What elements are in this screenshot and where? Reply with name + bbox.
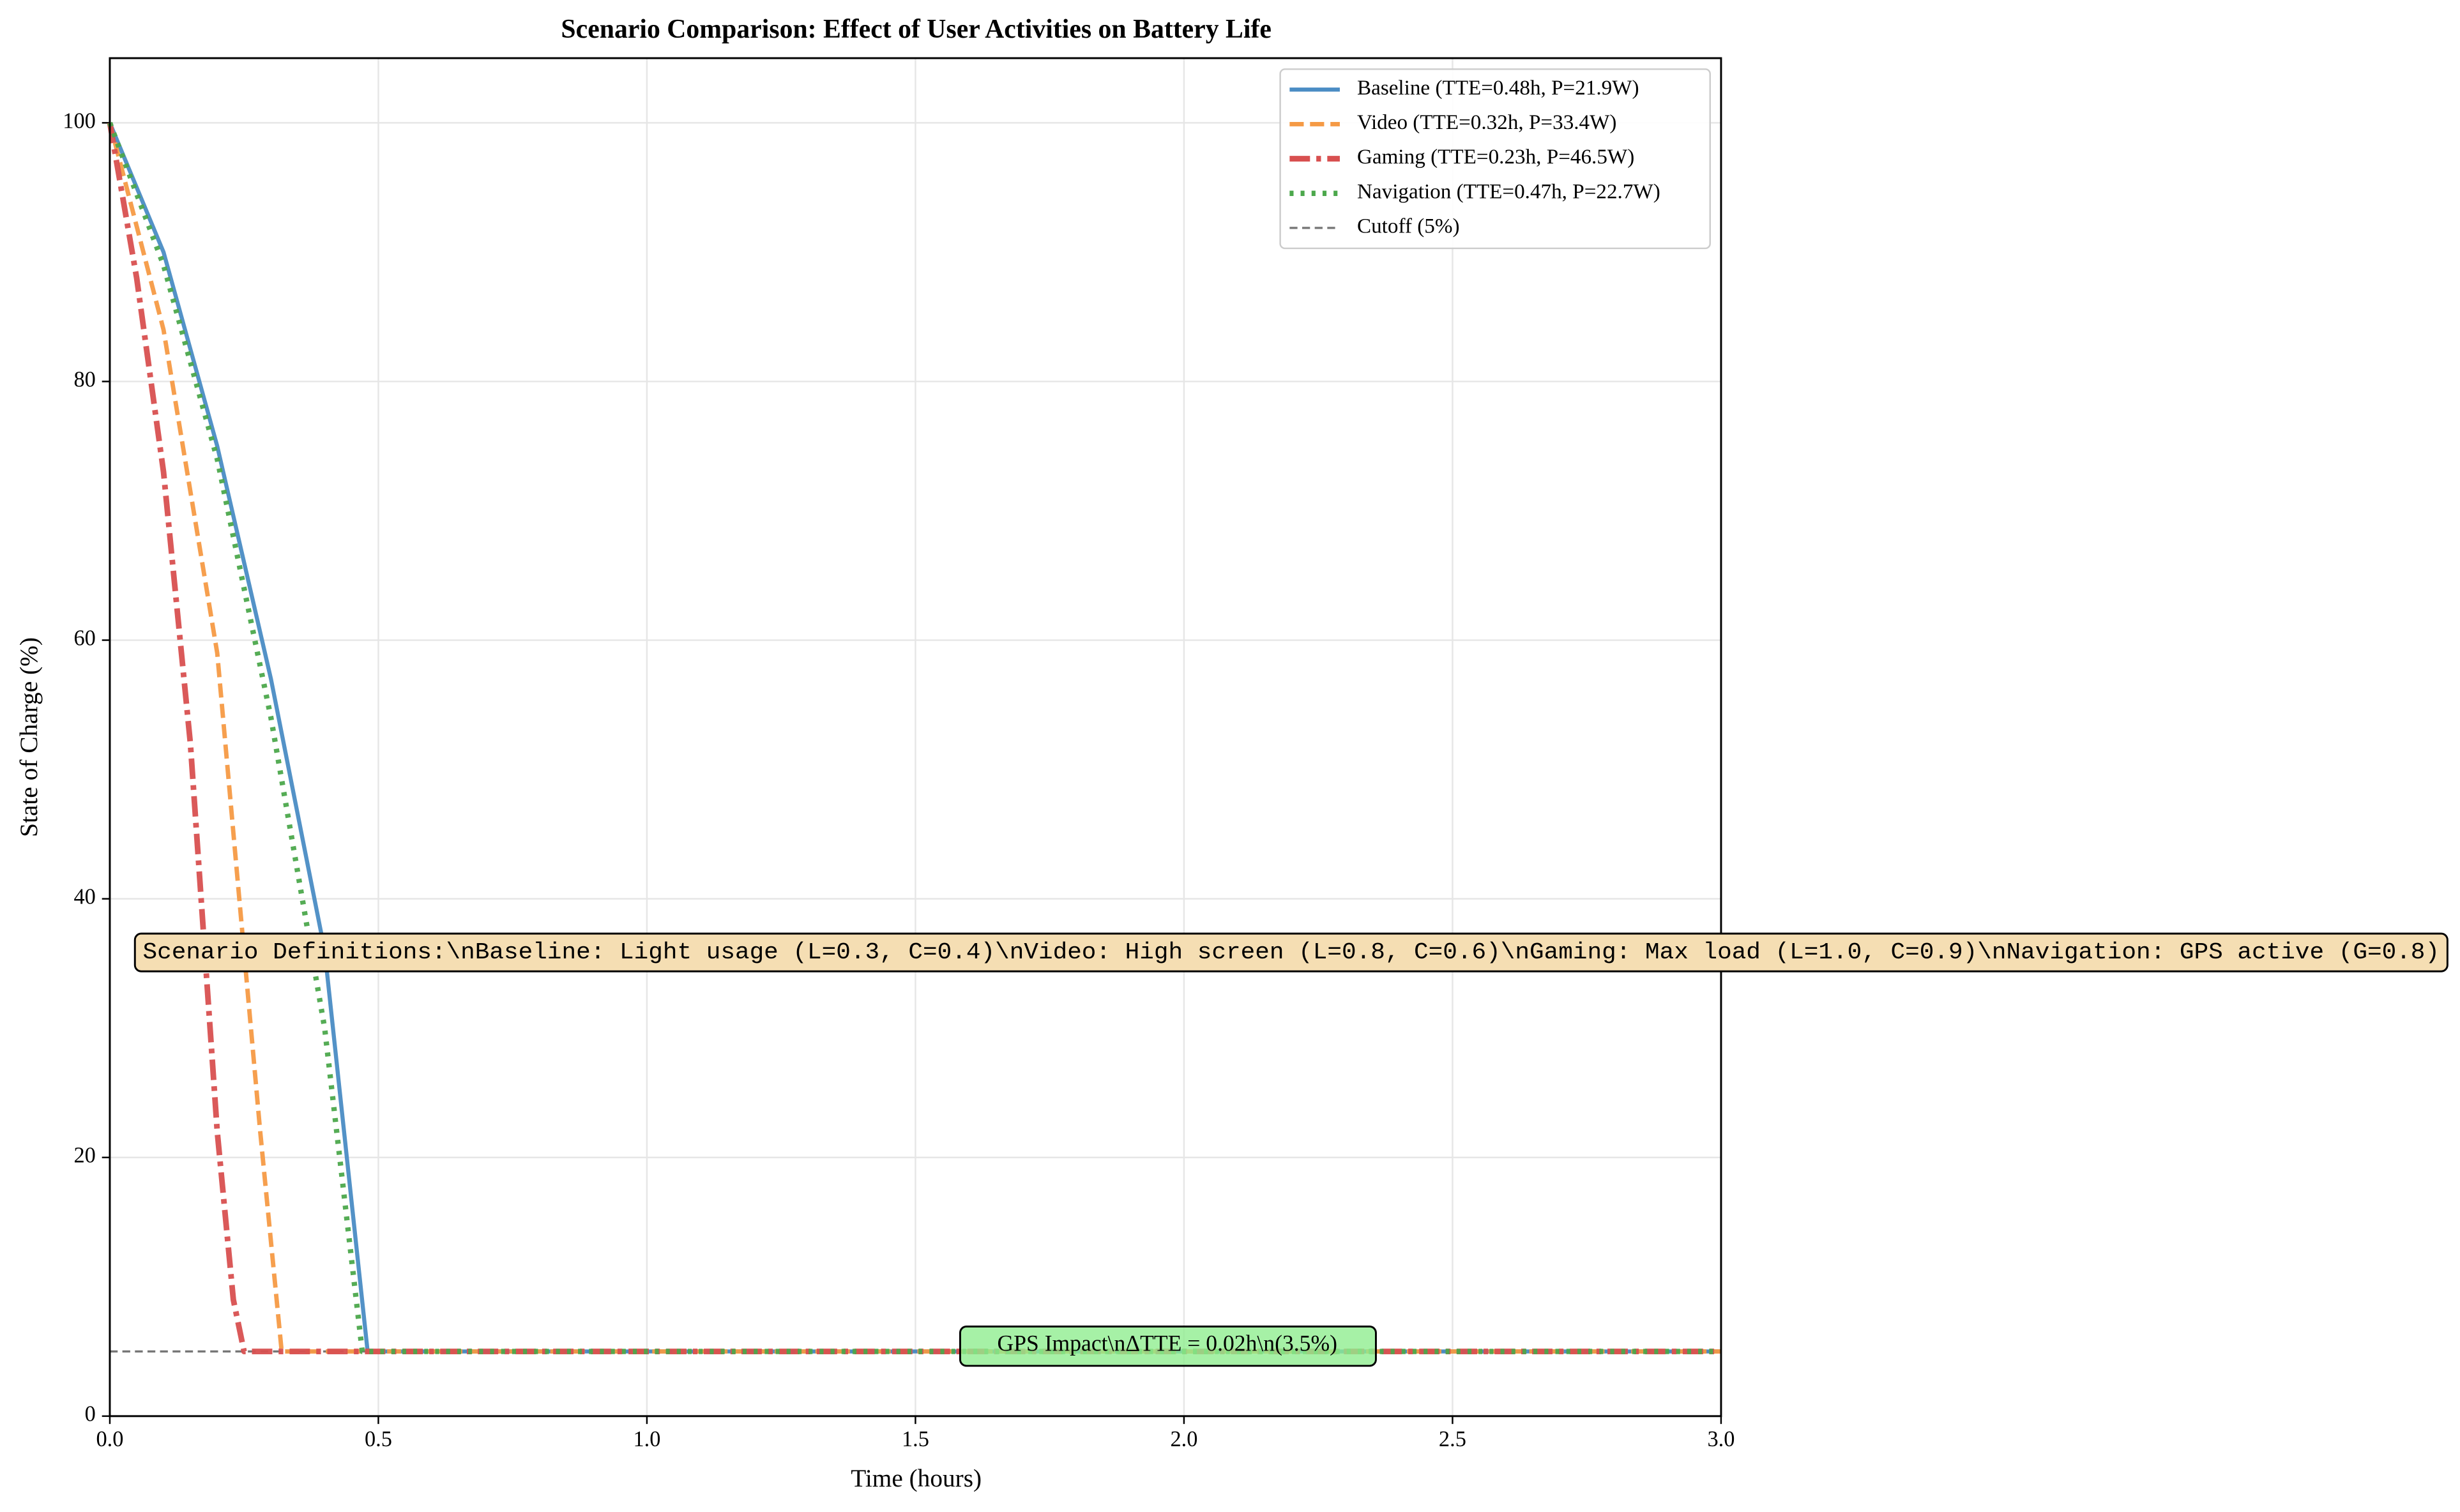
annotation-text: GPS Impact\nΔTTE = 0.02h\n(3.5%) [997,1330,1337,1356]
x-tick-label: 1.5 [902,1427,929,1451]
y-tick-label: 60 [73,626,95,650]
y-tick-label: 100 [63,109,96,133]
chart-title: Scenario Comparison: Effect of User Acti… [561,15,1271,44]
plot-frame [109,57,1722,1418]
y-tick-label: 80 [73,367,95,391]
y-tick-label: 40 [73,885,95,909]
annotation-box [959,1326,1377,1367]
x-tick-label: 0.5 [365,1427,392,1451]
legend-label: Gaming (TTE=0.23h, P=46.5W) [1357,145,1634,169]
legend-label: Video (TTE=0.32h, P=33.4W) [1357,110,1616,134]
y-tick-label: 20 [73,1144,95,1168]
x-axis-label: Time (hours) [851,1464,982,1492]
legend-label: Navigation (TTE=0.47h, P=22.7W) [1357,179,1660,203]
legend-box [1279,68,1711,250]
x-tick-label: 1.0 [633,1427,660,1451]
legend-label: Baseline (TTE=0.48h, P=21.9W) [1357,76,1639,100]
x-tick-label: 2.0 [1170,1427,1197,1451]
x-tick-label: 2.5 [1439,1427,1466,1451]
legend-label: Cutoff (5%) [1357,215,1460,238]
annotation-box [133,932,2449,972]
x-tick-label: 0.0 [96,1427,123,1451]
legend: Baseline (TTE=0.48h, P=21.9W) Video (TTE=… [1279,68,1711,250]
y-axis-label: State of Charge (%) [15,637,43,837]
annotation-text: Scenario Definitions:\nBaseline: Light u… [143,939,2440,965]
series-line [107,121,1721,1354]
y-tick-label: 0 [85,1402,96,1426]
x-tick-label: 3.0 [1707,1427,1735,1451]
